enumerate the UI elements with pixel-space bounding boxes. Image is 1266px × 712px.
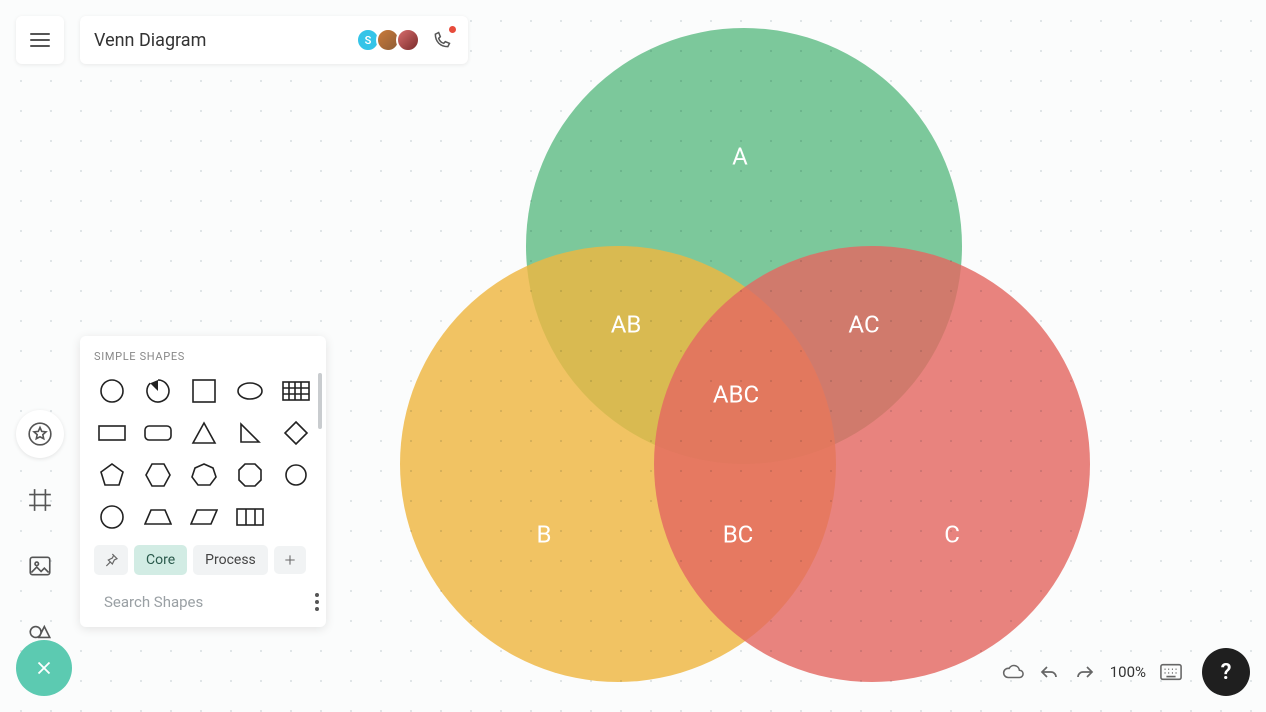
venn-diagram[interactable]: A AB AC ABC B BC C (396, 28, 1092, 684)
image-tool-button[interactable] (16, 542, 64, 590)
shape-circle2[interactable] (278, 457, 314, 493)
shape-rectangle[interactable] (94, 415, 130, 451)
venn-label-abc[interactable]: ABC (713, 380, 759, 408)
shape-table[interactable] (278, 373, 314, 409)
shape-circle[interactable] (94, 373, 130, 409)
shape-parallelogram[interactable] (186, 499, 222, 535)
shapes-panel-heading: SIMPLE SHAPES (94, 350, 316, 363)
frame-icon (27, 487, 53, 513)
redo-icon (1075, 663, 1095, 681)
document-title[interactable]: Venn Diagram (94, 30, 356, 51)
left-tool-rail (16, 410, 64, 656)
redo-button[interactable] (1074, 661, 1096, 683)
venn-label-b[interactable]: B (537, 520, 552, 548)
shape-trapezoid[interactable] (140, 499, 176, 535)
hamburger-icon (30, 33, 50, 47)
menu-button[interactable] (16, 16, 64, 64)
tab-core[interactable]: Core (134, 545, 187, 575)
plus-icon (283, 553, 297, 567)
venn-label-c[interactable]: C (944, 520, 960, 548)
venn-label-a[interactable]: A (732, 142, 748, 170)
shape-ring[interactable] (94, 499, 130, 535)
pin-icon (103, 552, 119, 568)
keyboard-button[interactable] (1160, 661, 1182, 683)
footer-controls: 100% ? (1002, 648, 1250, 696)
shapes-tool-button[interactable] (16, 410, 64, 458)
shape-triangle[interactable] (186, 415, 222, 451)
shape-square[interactable] (186, 373, 222, 409)
star-circle-icon (27, 421, 53, 447)
cloud-icon (1002, 662, 1024, 682)
frame-tool-button[interactable] (16, 476, 64, 524)
more-options-button[interactable] (311, 589, 323, 615)
shape-rounded-rect[interactable] (140, 415, 176, 451)
image-icon (27, 553, 53, 579)
panel-scrollbar[interactable] (318, 373, 322, 429)
shape-grid (94, 373, 316, 535)
help-button[interactable]: ? (1202, 648, 1250, 696)
shapes-panel: SIMPLE SHAPES (80, 336, 326, 627)
keyboard-icon (1160, 663, 1182, 681)
venn-label-bc[interactable]: BC (723, 520, 754, 548)
cloud-sync-button[interactable] (1002, 661, 1024, 683)
search-shapes-input[interactable] (104, 593, 303, 611)
shape-arc[interactable] (140, 373, 176, 409)
venn-label-ab[interactable]: AB (611, 310, 642, 338)
pin-button[interactable] (94, 545, 128, 575)
shape-pentagon[interactable] (94, 457, 130, 493)
shape-diamond[interactable] (278, 415, 314, 451)
close-icon (33, 657, 55, 679)
close-panel-button[interactable] (16, 640, 72, 696)
shape-category-tabs: Core Process (94, 545, 316, 575)
undo-icon (1039, 663, 1059, 681)
tab-process[interactable]: Process (193, 545, 268, 575)
shape-right-triangle[interactable] (232, 415, 268, 451)
search-row (94, 583, 316, 617)
venn-label-ac[interactable]: AC (848, 310, 879, 338)
shape-heptagon[interactable] (186, 457, 222, 493)
add-tab-button[interactable] (274, 546, 306, 574)
undo-button[interactable] (1038, 661, 1060, 683)
shape-octagon[interactable] (232, 457, 268, 493)
zoom-level[interactable]: 100% (1110, 663, 1146, 681)
shape-grid3[interactable] (232, 499, 268, 535)
shape-hexagon[interactable] (140, 457, 176, 493)
shape-ellipse[interactable] (232, 373, 268, 409)
